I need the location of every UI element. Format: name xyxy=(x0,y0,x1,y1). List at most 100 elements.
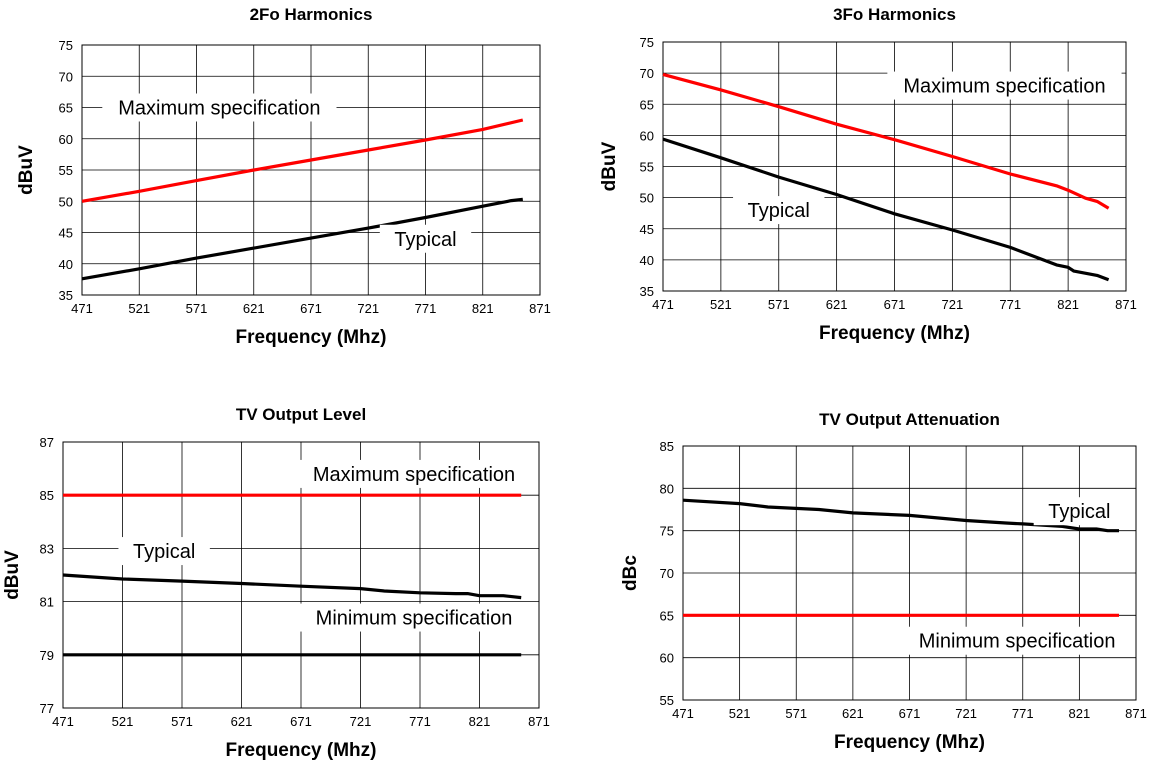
y-tick-label: 85 xyxy=(660,439,674,454)
y-tick-label: 55 xyxy=(640,160,654,175)
x-tick-label: 821 xyxy=(469,714,491,729)
plot-frame xyxy=(81,44,541,296)
x-tick-label: 821 xyxy=(1057,297,1079,312)
y-tick-label: 60 xyxy=(59,132,73,147)
x-tick-label: 771 xyxy=(999,297,1021,312)
series-label: Minimum specification xyxy=(899,626,1135,655)
y-tick-label: 40 xyxy=(59,257,73,272)
grid xyxy=(682,445,1137,701)
series-label-background xyxy=(118,537,210,566)
series-label: Maximum specification xyxy=(296,459,532,488)
series-label-text: Maximum specification xyxy=(313,464,515,486)
plot-frame xyxy=(662,41,1127,292)
y-axis-label: dBuV xyxy=(599,141,620,191)
x-tick-label: 821 xyxy=(472,301,494,316)
x-tick-label: 471 xyxy=(672,706,694,721)
chart-4: 471 521 571 621 671 721 771 821 871 55 60 65 70 75 80 8… xyxy=(620,410,1147,753)
y-tick-label: 75 xyxy=(660,524,674,539)
plot-frame xyxy=(682,445,1137,701)
y-tick-label: 83 xyxy=(40,541,54,556)
series-label-text: Maximum specification xyxy=(118,98,320,120)
x-tick-label: 721 xyxy=(357,301,379,316)
series-label-text: Typical xyxy=(394,229,456,251)
x-tick-label: 671 xyxy=(290,714,312,729)
series-label: Typical xyxy=(733,196,825,225)
y-tick-label: 45 xyxy=(640,222,654,237)
y-tick-label: 50 xyxy=(640,191,654,206)
x-tick-label: 521 xyxy=(710,297,732,312)
x-tick-label: 721 xyxy=(942,297,964,312)
series-line-typical xyxy=(662,137,1110,282)
series-label: Maximum specification xyxy=(887,71,1122,100)
series-label-background xyxy=(887,71,1122,100)
x-tick-label: 621 xyxy=(842,706,864,721)
x-tick-label: 471 xyxy=(71,301,93,316)
series-label-background xyxy=(379,224,472,253)
x-tick-label: 571 xyxy=(785,706,807,721)
y-tick-label: 65 xyxy=(640,97,654,112)
chart-3: 471 521 571 621 671 721 771 821 871 77 79 81 83 85 87 M… xyxy=(2,405,550,761)
x-tick-label: 771 xyxy=(415,301,437,316)
x-tick-label: 871 xyxy=(1125,706,1147,721)
series-label-text: Minimum specification xyxy=(919,631,1116,653)
x-tick-label: 521 xyxy=(729,706,751,721)
y-tick-label: 77 xyxy=(40,701,54,716)
series-label: Typical xyxy=(1033,497,1126,526)
series-label-text: Maximum specification xyxy=(903,76,1105,98)
x-tick-label: 621 xyxy=(231,714,253,729)
y-axis-label: dBuV xyxy=(2,550,23,600)
y-tick-label: 50 xyxy=(59,194,73,209)
series-label-text: Minimum specification xyxy=(316,608,513,630)
x-tick-label: 571 xyxy=(171,714,193,729)
y-tick-label: 45 xyxy=(59,226,73,241)
x-tick-label: 671 xyxy=(899,706,921,721)
y-axis-label: dBc xyxy=(620,555,641,591)
y-tick-label: 87 xyxy=(40,435,54,450)
x-tick-label: 471 xyxy=(52,714,74,729)
series-label-background xyxy=(733,196,825,225)
series-label-text: Typical xyxy=(133,541,195,563)
y-tick-label: 55 xyxy=(59,163,73,178)
series-line-maximum-specification xyxy=(81,118,524,203)
y-tick-label: 55 xyxy=(660,693,674,708)
y-tick-label: 85 xyxy=(40,488,54,503)
series-label-background xyxy=(1033,497,1126,526)
x-tick-label: 621 xyxy=(826,297,848,312)
x-tick-label: 521 xyxy=(128,301,150,316)
x-tick-label: 571 xyxy=(768,297,790,312)
chart-title: TV Output Attenuation xyxy=(819,410,1000,429)
x-axis-label: Frequency (Mhz) xyxy=(226,740,377,761)
chart-2: 471 521 571 621 671 721 771 821 871 35 40 45 50 55 60 6… xyxy=(599,5,1137,344)
y-tick-label: 75 xyxy=(640,35,654,50)
y-tick-label: 81 xyxy=(40,595,54,610)
x-tick-label: 871 xyxy=(529,301,551,316)
series-label-background xyxy=(296,603,532,632)
x-tick-label: 471 xyxy=(652,297,674,312)
y-tick-label: 40 xyxy=(640,253,654,268)
series-line-typical xyxy=(81,197,523,281)
series-label-background xyxy=(102,93,337,122)
chart-title: 3Fo Harmonics xyxy=(833,5,956,24)
series-label: Typical xyxy=(379,224,472,253)
x-tick-label: 521 xyxy=(112,714,134,729)
chart-title: 2Fo Harmonics xyxy=(250,5,373,24)
y-tick-label: 75 xyxy=(59,38,73,53)
series-label: Minimum specification xyxy=(296,603,532,632)
y-tick-label: 70 xyxy=(660,566,674,581)
x-tick-label: 821 xyxy=(1069,706,1091,721)
x-axis-label: Frequency (Mhz) xyxy=(236,327,387,348)
x-tick-label: 771 xyxy=(409,714,431,729)
y-tick-label: 60 xyxy=(660,651,674,666)
y-tick-label: 65 xyxy=(660,608,674,623)
x-axis-label: Frequency (Mhz) xyxy=(834,732,985,753)
x-axis-label: Frequency (Mhz) xyxy=(819,323,970,344)
x-tick-label: 721 xyxy=(350,714,372,729)
series-label-text: Typical xyxy=(1048,501,1110,523)
series-label: Maximum specification xyxy=(102,93,337,122)
y-tick-label: 70 xyxy=(640,66,654,81)
chart-1: 471 521 571 621 671 721 771 821 871 35 40 45 50 55 60 6… xyxy=(16,5,551,348)
x-tick-label: 721 xyxy=(955,706,977,721)
y-tick-label: 35 xyxy=(59,288,73,303)
x-tick-label: 671 xyxy=(300,301,322,316)
